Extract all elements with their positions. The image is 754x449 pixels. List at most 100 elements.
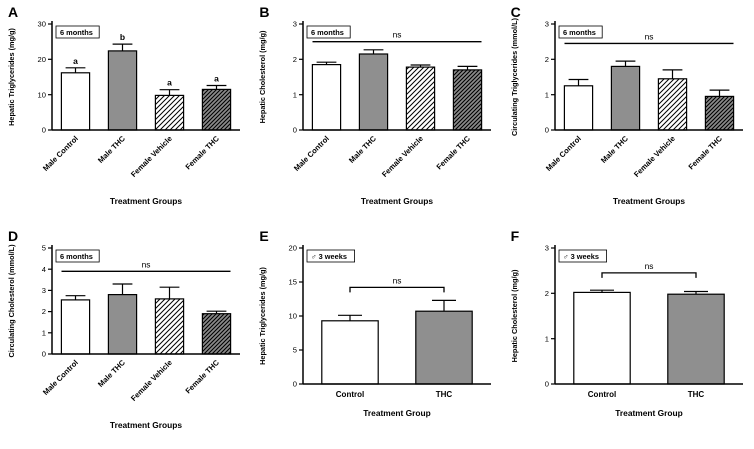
bar: [201, 312, 232, 355]
panel-b: B Male Control Male THC Female Vehicle Fema…: [251, 0, 502, 224]
bar: [666, 293, 725, 385]
y-axis-title: Hepatic Cholesterol (mg/g): [510, 269, 519, 362]
x-tick-label: Control: [587, 390, 615, 399]
x-tick-label: Female THC: [686, 134, 724, 172]
x-tick-label: Male Control: [292, 134, 331, 173]
y-tick-label: 0: [42, 126, 46, 135]
bar-chart-svg: Male Control Male THC Female Vehicle Female…: [510, 17, 743, 206]
bar: [453, 69, 483, 131]
y-tick-label: 10: [38, 90, 46, 99]
x-tick-label: Male Control: [544, 134, 583, 173]
bar-chart-svg: Male Control Male THC Female Vehicle Female…: [258, 20, 492, 206]
panel-c-letter: C: [510, 4, 521, 20]
x-axis-title: Treatment Groups: [361, 196, 433, 206]
y-tick-label: 0: [544, 126, 548, 135]
bar: [321, 319, 380, 385]
bar: [704, 95, 734, 131]
y-tick-label: 1: [42, 328, 46, 337]
significance-label: ns: [644, 31, 653, 41]
panel-a-chart: a Male Control b Male THC a Female Vehicle a Fe…: [2, 8, 248, 225]
inset-label: 6 months: [60, 28, 93, 37]
inset-label-box: [558, 25, 603, 39]
panel-d-chart: Male Control Male THC Female Vehicle Female…: [2, 232, 248, 449]
significance-label: ns: [393, 30, 402, 40]
inset-label: 6 months: [563, 28, 596, 37]
bar: [610, 65, 640, 131]
panel-e: E Control THC 0 5 10 15 20 Hepatic Triglyceride…: [251, 224, 502, 448]
x-tick-label: Control: [336, 390, 364, 399]
y-tick-label: 3: [544, 20, 548, 29]
y-tick-label: 10: [289, 311, 297, 320]
y-tick-label: 20: [289, 243, 297, 252]
x-tick-label: Female Vehicle: [380, 134, 425, 179]
y-tick-label: 20: [38, 55, 46, 64]
y-axis-title: Hepatic Cholesterol (mg/g): [258, 30, 267, 123]
significance-bracket: [601, 271, 697, 278]
y-axis-title: Circulating Triglycerides (mmol/L): [510, 17, 519, 136]
y-axis-title: Hepatic Triglycerides (mg/g): [7, 28, 16, 126]
bar: [201, 88, 232, 131]
panel-f: F Control THC 0 1 2 3 Hepatic Cholesterol (mg/…: [503, 224, 754, 448]
bar: [107, 293, 138, 355]
x-axis-title: Treatment Groups: [613, 196, 685, 206]
y-tick-label: 4: [42, 264, 46, 273]
panel-a-letter: A: [8, 4, 19, 20]
x-axis-title: Treatment Group: [615, 408, 682, 418]
y-tick-label: 1: [544, 90, 548, 99]
x-tick-label: Male THC: [96, 134, 127, 165]
inset-label: 6 months: [311, 28, 344, 37]
x-axis-title: Treatment Groups: [110, 196, 182, 206]
inset-label: ♂ 3 weeks: [311, 252, 347, 261]
bar: [406, 66, 436, 131]
y-tick-label: 2: [42, 307, 46, 316]
inset-label-box: [55, 25, 100, 39]
inset-label: 6 months: [60, 252, 93, 261]
y-tick-label: 0: [293, 379, 297, 388]
x-tick-label: Female THC: [435, 134, 473, 172]
y-tick-label: 3: [544, 243, 548, 252]
x-tick-label: Male THC: [347, 134, 378, 165]
panel-e-letter: E: [259, 227, 269, 244]
significance-letter: a: [214, 74, 219, 84]
significance-label: ns: [142, 259, 151, 269]
panel-b-chart: Male Control Male THC Female Vehicle Female…: [253, 8, 499, 225]
x-tick-label: THC: [436, 390, 453, 399]
inset-label-box: [306, 25, 351, 39]
bar: [415, 310, 474, 385]
bar: [154, 297, 185, 355]
inset-label-box: [558, 249, 607, 262]
x-tick-label: Female Vehicle: [129, 134, 174, 179]
x-tick-label: Female Vehicle: [632, 134, 677, 179]
panel-a: A a Male Control b Male THC a Female Vehicle a…: [0, 0, 251, 224]
bar-chart-svg: a Male Control b Male THC a Female Vehicle a Fe…: [7, 20, 240, 206]
x-tick-label: Female Vehicle: [129, 358, 174, 403]
panel-f-chart: Control THC 0 1 2 3 Hepatic Cholesterol (mg/g)…: [505, 232, 751, 449]
inset-label: ♂ 3 weeks: [563, 252, 599, 261]
bar: [572, 291, 631, 385]
x-tick-label: Male THC: [599, 134, 630, 165]
significance-label: ns: [393, 275, 402, 285]
x-axis-title: Treatment Group: [364, 408, 431, 418]
panel-c: C Male Control Male THC Female Vehicle Fema…: [503, 0, 754, 224]
y-tick-label: 1: [293, 90, 297, 99]
y-tick-label: 2: [544, 288, 548, 297]
bar-chart-svg: Control THC 0 5 10 15 20 Hepatic Triglycerides …: [258, 243, 492, 418]
significance-bracket: [349, 286, 445, 292]
inset-label-box: [306, 249, 356, 262]
y-tick-label: 2: [544, 55, 548, 64]
panel-e-chart: Control THC 0 5 10 15 20 Hepatic Triglycerides …: [253, 232, 499, 449]
y-tick-label: 5: [42, 243, 46, 252]
x-tick-label: Female THC: [184, 134, 222, 172]
significance-letter: b: [120, 32, 125, 42]
significance-label: ns: [644, 260, 653, 270]
bar: [154, 94, 185, 131]
x-axis-title: Treatment Groups: [110, 420, 182, 430]
y-axis-title: Hepatic Triglycerides (mg/g): [258, 266, 267, 364]
y-axis-title: Circulating Cholesterol (mmol/L): [7, 243, 16, 357]
bar: [359, 53, 389, 131]
panel-d: D Male Control Male THC Female Vehicle Fema…: [0, 224, 251, 448]
y-tick-label: 30: [38, 20, 46, 29]
bar-chart-svg: Male Control Male THC Female Vehicle Female…: [7, 243, 240, 430]
significance-letter: a: [167, 78, 172, 88]
